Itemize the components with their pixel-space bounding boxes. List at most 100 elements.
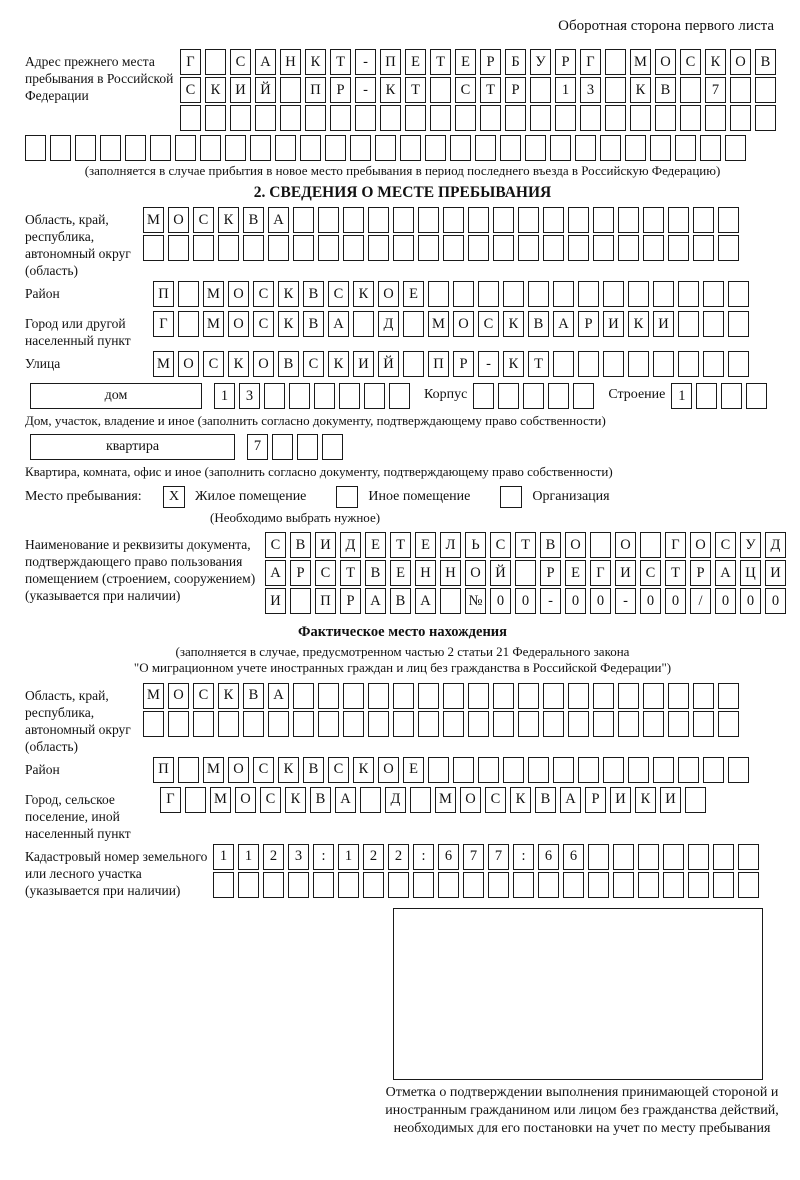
char-cell <box>668 235 689 262</box>
char-cell <box>443 710 464 737</box>
char-cell <box>178 756 199 783</box>
char-cell: Т <box>515 532 536 558</box>
char-cell: Б <box>505 49 526 75</box>
char-cell <box>693 235 714 262</box>
char-cell <box>250 135 271 161</box>
char-cell: Й <box>255 77 276 103</box>
char-cell: А <box>268 207 289 234</box>
char-cell: П <box>428 351 449 378</box>
char-cell: П <box>315 588 336 614</box>
char-cell <box>493 235 514 262</box>
confirmation-stamp-caption: Отметка о подтверждении выполнения прини… <box>385 1084 779 1136</box>
char-cell: С <box>315 560 336 586</box>
char-cell: К <box>380 77 401 103</box>
char-cell <box>480 105 501 131</box>
char-cell: С <box>490 532 511 558</box>
char-cell <box>568 207 589 234</box>
char-cell: В <box>655 77 676 103</box>
char-cell <box>293 207 314 234</box>
char-cell <box>168 710 189 737</box>
char-cell <box>553 281 574 308</box>
char-cell: О <box>168 682 189 709</box>
char-cell: О <box>565 532 586 558</box>
char-cell: Д <box>378 311 399 338</box>
char-cell <box>178 281 199 308</box>
char-cell: Р <box>340 588 361 614</box>
char-cell <box>575 135 596 161</box>
char-cell: Т <box>340 560 361 586</box>
char-cell <box>703 311 724 338</box>
char-cell: О <box>453 311 474 338</box>
char-cell <box>663 871 684 898</box>
char-cell <box>325 135 346 161</box>
char-cell <box>668 710 689 737</box>
char-cell: М <box>630 49 651 75</box>
char-cell: С <box>193 207 214 234</box>
char-cell <box>289 383 310 410</box>
char-cell: Г <box>180 49 201 75</box>
region-row-2 <box>143 235 739 262</box>
char-cell: А <box>255 49 276 75</box>
char-cell <box>653 281 674 308</box>
char-cell: О <box>228 311 249 338</box>
char-cell: С <box>485 786 506 813</box>
char-cell <box>418 710 439 737</box>
char-cell: И <box>610 786 631 813</box>
char-cell <box>410 786 431 813</box>
char-cell <box>75 135 96 161</box>
char-cell <box>478 281 499 308</box>
char-cell: Р <box>505 77 526 103</box>
char-cell: К <box>278 756 299 783</box>
char-cell <box>453 756 474 783</box>
char-cell: 1 <box>214 383 235 410</box>
region-field: Область, край, республика, автономный ок… <box>25 207 780 279</box>
char-cell <box>578 351 599 378</box>
char-cell <box>230 105 251 131</box>
char-cell <box>638 843 659 870</box>
char-cell <box>625 135 646 161</box>
char-cell <box>548 383 570 410</box>
char-cell: С <box>478 311 499 338</box>
char-cell <box>755 77 776 103</box>
char-cell: Т <box>330 49 351 75</box>
char-cell <box>578 756 599 783</box>
char-cell: О <box>228 281 249 308</box>
char-cell <box>663 843 684 870</box>
char-cell <box>653 351 674 378</box>
char-cell <box>543 710 564 737</box>
char-cell: К <box>503 311 524 338</box>
char-cell <box>518 710 539 737</box>
char-cell <box>305 105 326 131</box>
char-cell <box>738 871 759 898</box>
char-cell <box>730 77 751 103</box>
char-cell <box>628 756 649 783</box>
char-cell <box>643 235 664 262</box>
char-cell: О <box>253 351 274 378</box>
char-cell: Е <box>365 532 386 558</box>
char-cell: 1 <box>213 843 234 870</box>
char-cell: Т <box>480 77 501 103</box>
char-cell <box>553 351 574 378</box>
char-cell: С <box>303 351 324 378</box>
char-cell <box>338 871 359 898</box>
char-cell <box>693 682 714 709</box>
char-cell: К <box>285 786 306 813</box>
char-cell: Т <box>528 351 549 378</box>
char-cell <box>268 710 289 737</box>
char-cell <box>725 135 746 161</box>
char-cell <box>368 235 389 262</box>
char-cell <box>628 281 649 308</box>
char-cell <box>728 756 749 783</box>
char-cell: А <box>715 560 736 586</box>
checkbox-other-premises <box>336 485 359 508</box>
char-cell <box>313 871 334 898</box>
char-cell: - <box>355 77 376 103</box>
char-cell <box>393 710 414 737</box>
char-cell <box>678 281 699 308</box>
char-cell: О <box>460 786 481 813</box>
char-cell <box>178 311 199 338</box>
char-cell: О <box>730 49 751 75</box>
char-cell: И <box>603 311 624 338</box>
